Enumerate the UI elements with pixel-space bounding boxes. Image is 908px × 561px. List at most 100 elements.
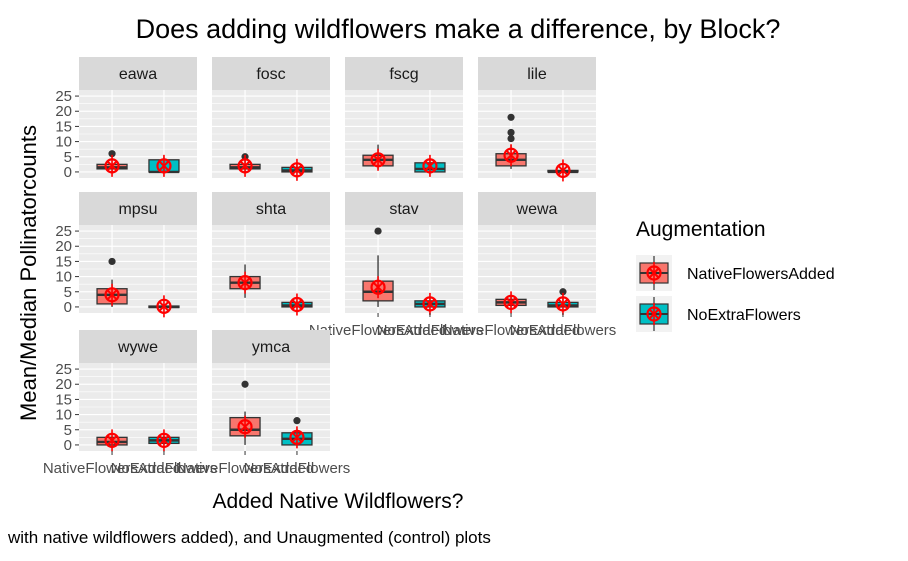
wewa-NoExtraFlowers-outlier [559,288,567,296]
mpsu-NativeFlowersAdded-mean-marker [104,283,120,306]
wywe-NativeFlowersAdded-mean-marker [104,429,120,452]
strip-label-shta: shta [256,201,286,218]
wewa-NativeFlowersAdded-mean-marker [503,291,519,314]
y-tick-label: 10 [55,407,72,424]
ymca-NoExtraFlowers-mean-marker [289,426,305,449]
x-axis-label: Added Native Wildflowers? [213,490,464,513]
fosc-NativeFlowersAdded-mean-marker [237,154,253,177]
box-shta-NativeFlowersAdded [229,264,261,298]
y-tick-label: 15 [55,253,72,270]
fscg-NativeFlowersAdded-mean-marker [370,148,386,171]
x-tick-label: NoExtraFlowers [510,322,617,339]
ymca-NativeFlowersAdded-outlier [241,380,249,388]
y-tick-label: 0 [64,299,72,316]
lile-NativeFlowersAdded-outlier [507,128,515,137]
y-tick-label: 0 [64,437,72,454]
facet-panel-lile: lile [478,57,596,182]
strip-eawa [79,57,197,90]
strip-label-lile: lile [527,66,547,83]
facet-panel-fosc: fosc [212,57,330,181]
eawa-NativeFlowersAdded-outlier [108,150,116,158]
eawa-NoExtraFlowers-mean-marker [156,154,172,177]
strip-label-stav: stav [389,201,418,218]
y-tick-label: 25 [55,88,72,105]
y-axis-label: Mean/Median Pollinatorcounts [16,125,41,421]
stav-NativeFlowersAdded-outlier [374,227,382,235]
strip-label-ymca: ymca [252,339,290,356]
shta-NativeFlowersAdded-mean-marker [237,271,253,294]
y-tick-label: 20 [55,376,72,393]
legend-item-NativeFlowersAdded: NativeFlowersAdded [636,255,835,291]
box-shta-NoExtraFlowers [281,293,313,316]
strip-label-wewa: wewa [516,201,558,218]
legend-0-mean-marker [646,262,662,284]
lile-NativeFlowersAdded-outlier [507,134,515,143]
fosc-NoExtraFlowers-mean-marker [289,158,305,181]
y-tick-label: 10 [55,269,72,286]
y-tick-label: 15 [55,118,72,135]
y-tick-label: 20 [55,238,72,255]
box-eawa-NativeFlowersAdded [96,150,128,177]
chart-title: Does adding wildflowers make a differenc… [136,14,781,44]
legend-label: NoExtraFlowers [687,307,801,324]
strip-shta [212,192,330,225]
y-tick-label: 5 [64,284,72,301]
y-tick-label: 25 [55,361,72,378]
x-tick-label: NativeFlowersAdded [309,322,447,339]
wewa-NoExtraFlowers-mean-marker [555,292,571,315]
y-tick-label: 0 [64,164,72,181]
legend-1-mean-marker [646,303,662,325]
strip-fosc [212,57,330,90]
caption: with native wildflowers added), and Unau… [7,528,491,547]
x-tick-label: NoExtraFlowers [377,322,484,339]
strip-label-fscg: fscg [389,66,418,83]
box-mpsu-NativeFlowersAdded [96,257,128,307]
strip-lile [478,57,596,90]
ymca-NoExtraFlowers-outlier [293,417,301,425]
strip-label-wywe: wywe [117,339,158,356]
shta-NoExtraFlowers-mean-marker [289,293,305,316]
strip-label-mpsu: mpsu [118,201,157,218]
x-tick-label: NoExtraFlowers [111,460,218,477]
legend-item-NoExtraFlowers: NoExtraFlowers [636,296,801,332]
strip-ymca [212,330,330,363]
box-wywe-NativeFlowersAdded [96,429,128,452]
box-wywe-NoExtraFlowers [148,429,180,452]
y-tick-label: 5 [64,149,72,166]
strip-fscg [345,57,463,90]
box-fscg-NativeFlowersAdded [362,144,394,171]
box-wewa-NoExtraFlowers [547,288,579,315]
box-lile-NativeFlowersAdded [495,113,527,169]
x-tick-label: NoExtraFlowers [244,460,351,477]
box-eawa-NoExtraFlowers [148,154,180,177]
box-fscg-NoExtraFlowers [414,154,446,177]
box-fosc-NoExtraFlowers [281,158,313,181]
box-wewa-NativeFlowersAdded [495,291,527,314]
mpsu-NoExtraFlowers-mean-marker [156,295,172,318]
box-fosc-NativeFlowersAdded [229,153,261,177]
y-tick-label: 20 [55,103,72,120]
strip-mpsu [79,192,197,225]
strip-wewa [478,192,596,225]
box-stav-NoExtraFlowers [414,292,446,315]
ymca-NativeFlowersAdded-mean-marker [237,415,253,438]
facet-panel-fscg: fscg [345,57,463,178]
legend-label: NativeFlowersAdded [687,266,835,283]
mpsu-NativeFlowersAdded-outlier [108,257,116,266]
y-tick-label: 25 [55,223,72,240]
lile-NativeFlowersAdded-mean-marker [503,144,519,167]
strip-label-fosc: fosc [256,66,285,83]
lile-NativeFlowersAdded-outlier [507,113,515,121]
stav-NativeFlowersAdded-mean-marker [370,276,386,299]
box-lile-NoExtraFlowers [547,159,579,182]
facet-panel-shta: shta [212,192,330,316]
y-tick-label: 10 [55,134,72,151]
